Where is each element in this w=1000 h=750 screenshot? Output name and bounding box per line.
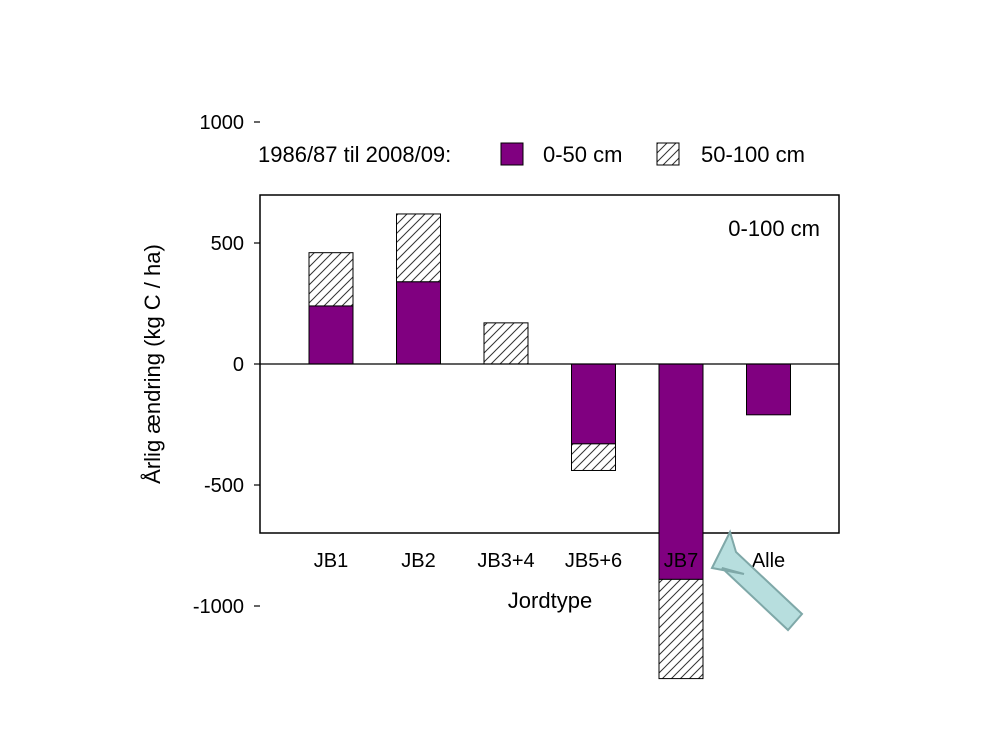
bar-jb5-6-series-1 bbox=[571, 443, 616, 471]
bar-jb7-series-1 bbox=[658, 578, 704, 680]
depth-annotation: 0-100 cm bbox=[728, 216, 820, 241]
x-tick-label: JB5+6 bbox=[565, 550, 622, 572]
x-tick-label: Alle bbox=[752, 550, 785, 572]
x-tick-label: JB3+4 bbox=[477, 550, 534, 572]
x-axis-title: Jordtype bbox=[508, 588, 592, 613]
y-axis-title: Årlig ændring (kg C / ha) bbox=[140, 244, 165, 484]
bar-jb1-series-1 bbox=[308, 252, 354, 307]
legend-swatch-50-100-cm bbox=[656, 142, 680, 166]
legend-label-0-50-cm: 0-50 cm bbox=[543, 142, 622, 167]
bar-jb1-series-0 bbox=[308, 305, 354, 365]
x-tick-label: JB7 bbox=[664, 550, 698, 572]
bar-alle-series-0 bbox=[746, 363, 791, 416]
y-tick-label: -1000 bbox=[193, 596, 244, 618]
x-axis: JB1 JB2 JB3+4 JB5+6 JB7 Alle bbox=[314, 550, 785, 572]
legend-title: 1986/87 til 2008/09: bbox=[258, 142, 451, 167]
y-tick-label: 500 bbox=[211, 233, 244, 255]
pointer-arrow bbox=[710, 529, 804, 632]
bars bbox=[308, 213, 791, 680]
y-tick-label: 1000 bbox=[200, 112, 245, 134]
bar-jb7-series-0 bbox=[658, 363, 704, 580]
bar-jb5-6-series-0 bbox=[571, 363, 616, 445]
bar-jb2-series-0 bbox=[396, 281, 441, 365]
y-tick-label: 0 bbox=[233, 354, 244, 376]
y-tick-label: -500 bbox=[204, 475, 244, 497]
x-tick-label: JB1 bbox=[314, 550, 348, 572]
y-axis: 1000 500 0 -500 -1000 bbox=[193, 112, 260, 618]
legend: 1986/87 til 2008/09: 0-50 cm 50-100 cm bbox=[258, 142, 805, 167]
legend-label-50-100-cm: 50-100 cm bbox=[701, 142, 805, 167]
bar-jb3-4-series-1 bbox=[483, 322, 529, 365]
bar-jb2-series-1 bbox=[396, 213, 441, 283]
x-tick-label: JB2 bbox=[401, 550, 435, 572]
legend-swatch-0-50-cm bbox=[500, 142, 524, 166]
